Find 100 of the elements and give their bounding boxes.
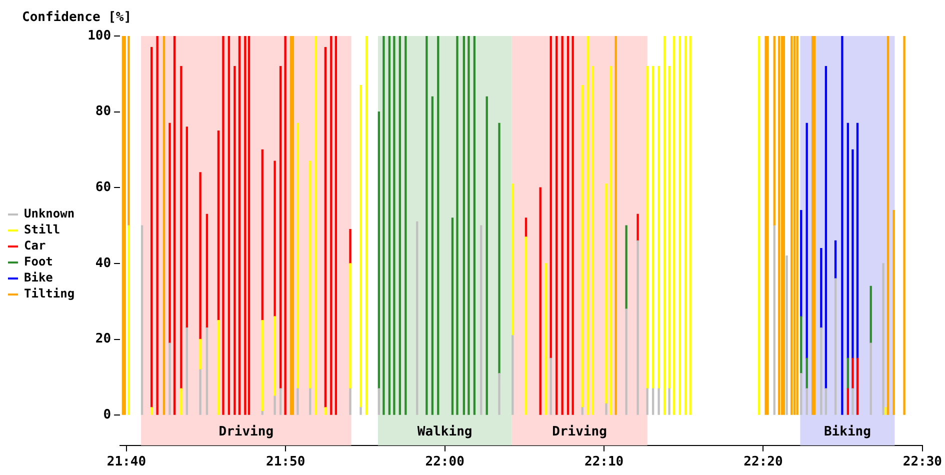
bar [610,66,612,415]
bar [290,36,292,415]
bar [468,36,470,415]
bar [378,111,380,389]
bar [199,338,202,370]
bar [274,396,276,415]
bar [222,36,224,415]
bar [168,122,171,344]
x-tick-label: 22:10 [584,454,624,470]
y-tick-label: 20 [95,332,112,347]
bar [431,96,434,415]
bar [824,66,828,389]
bar [186,126,188,328]
bar [884,407,886,415]
bar [550,36,552,359]
bar [360,84,362,408]
bar [852,388,854,415]
bar [820,248,822,328]
bar [244,36,246,415]
bar [274,316,276,396]
bar [806,122,808,359]
bar [451,218,454,415]
bar [217,320,220,415]
bar [668,66,670,389]
bar [324,407,327,415]
x-tick-label: 22:20 [744,454,783,470]
bar [773,36,776,226]
bar [512,184,514,336]
legend-label: Still [24,222,60,237]
bar [539,187,542,415]
bar [841,36,844,415]
bar [625,308,628,415]
bar [416,221,418,415]
legend-label: Foot [24,254,53,269]
bar [140,225,144,415]
bar [512,335,514,415]
bar [625,225,628,310]
bar [334,36,338,415]
bar [330,36,332,415]
bar [852,358,854,389]
bar [605,403,608,415]
bar [248,36,250,415]
bar [778,36,780,415]
bar [652,66,654,389]
bar [663,36,666,415]
bar [217,130,220,321]
bar [550,358,552,415]
bar [806,358,808,389]
bar [349,263,352,389]
bar [834,278,837,415]
bar [892,210,895,415]
bar [462,36,466,415]
bar [180,66,182,389]
bar [673,36,676,415]
bar [786,256,788,415]
bar [284,36,286,415]
y-tick-label: 0 [103,407,112,422]
bar [150,407,153,415]
bar [882,263,884,415]
bar [572,36,574,415]
bar [646,66,648,389]
bar [678,36,681,415]
x-tick-label: 21:50 [266,454,306,470]
band-label: Driving [218,424,274,440]
bar [150,47,153,408]
bar [668,388,670,415]
bar [128,225,130,415]
bar [790,36,793,415]
bar [279,388,282,415]
bar [234,66,236,415]
bar [279,66,282,389]
bar [456,36,458,415]
bar [473,36,476,415]
bar [545,263,548,415]
bar [852,149,854,359]
bar [806,388,808,415]
bar [658,66,660,389]
bar [566,36,570,415]
bar [587,36,590,415]
legend-label: Unknown [24,206,75,221]
bar [846,388,850,415]
bar [796,36,798,415]
bar [261,149,264,321]
bar [168,342,171,415]
bar [800,373,802,415]
bar [886,36,890,415]
bar [793,36,796,415]
bar [812,36,814,415]
bar [206,328,208,415]
x-tick-label: 22:30 [902,454,942,470]
bar [324,47,327,408]
bar [486,96,488,415]
bar [309,388,312,415]
bar [437,36,440,415]
y-tick-label: 60 [95,180,112,196]
bar [199,369,202,415]
bar [365,36,368,415]
y-tick-label: 80 [95,104,112,120]
bar [764,36,767,415]
bar [605,184,608,404]
